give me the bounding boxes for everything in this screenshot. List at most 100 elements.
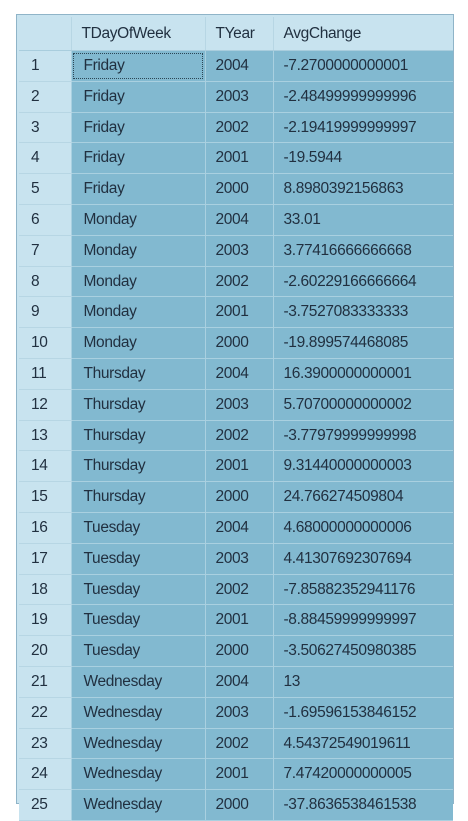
cell-tdayofweek[interactable]: Monday: [70, 296, 205, 329]
cell-tdayofweek[interactable]: Friday: [70, 81, 205, 113]
cell-avgchange[interactable]: -7.85882352941176: [272, 574, 453, 606]
column-header-tyear[interactable]: TYear: [204, 17, 273, 51]
cell-avgchange[interactable]: 7.47420000000005: [272, 758, 453, 791]
cell-tdayofweek[interactable]: Monday: [70, 204, 205, 236]
cell-avgchange[interactable]: -19.899574468085: [272, 327, 453, 359]
cell-tyear[interactable]: 2002: [204, 420, 273, 452]
cell-tdayofweek[interactable]: Wednesday: [70, 697, 205, 729]
cell-tdayofweek[interactable]: Monday: [70, 266, 205, 298]
row-number[interactable]: 21: [19, 666, 71, 698]
cell-tyear[interactable]: 2004: [204, 358, 273, 390]
cell-tyear[interactable]: 2000: [204, 327, 273, 359]
cell-tyear[interactable]: 2004: [204, 666, 273, 698]
cell-tyear[interactable]: 2004: [204, 512, 273, 544]
row-number[interactable]: 23: [19, 728, 71, 760]
cell-tdayofweek[interactable]: Tuesday: [70, 574, 205, 606]
cell-tyear[interactable]: 2002: [204, 112, 273, 144]
row-number[interactable]: 15: [19, 481, 71, 513]
cell-tyear[interactable]: 2003: [204, 81, 273, 113]
cell-avgchange[interactable]: -7.2700000000001: [272, 50, 453, 82]
row-number[interactable]: 12: [19, 389, 71, 421]
cell-tdayofweek[interactable]: Wednesday: [70, 666, 205, 698]
cell-tdayofweek[interactable]: Thursday: [70, 481, 205, 513]
row-number[interactable]: 7: [19, 235, 71, 267]
cell-avgchange[interactable]: 4.41307692307694: [272, 543, 453, 575]
cell-avgchange[interactable]: 8.8980392156863: [272, 173, 453, 205]
cell-tyear[interactable]: 2003: [204, 235, 273, 267]
cell-avgchange[interactable]: 3.77416666666668: [272, 235, 453, 267]
column-header-avgchange[interactable]: AvgChange: [272, 17, 453, 51]
cell-tdayofweek[interactable]: Thursday: [70, 420, 205, 452]
row-number[interactable]: 17: [19, 543, 71, 575]
cell-tdayofweek[interactable]: Tuesday: [70, 604, 205, 637]
cell-tdayofweek[interactable]: Thursday: [70, 358, 205, 390]
cell-tdayofweek[interactable]: Wednesday: [70, 758, 205, 791]
cell-avgchange[interactable]: 4.54372549019611: [272, 728, 453, 760]
cell-avgchange[interactable]: -37.8636538461538: [272, 789, 453, 821]
cell-avgchange[interactable]: 24.766274509804: [272, 481, 453, 513]
row-number[interactable]: 5: [19, 173, 71, 205]
cell-avgchange[interactable]: -2.60229166666664: [272, 266, 453, 298]
cell-tyear[interactable]: 2001: [204, 296, 273, 329]
cell-tdayofweek[interactable]: Friday: [70, 112, 205, 144]
cell-tyear[interactable]: 2000: [204, 481, 273, 513]
cell-tdayofweek[interactable]: Monday: [70, 327, 205, 359]
row-number[interactable]: 4: [19, 142, 71, 175]
cell-avgchange[interactable]: -2.19419999999997: [272, 112, 453, 144]
cell-tyear[interactable]: 2001: [204, 450, 273, 483]
cell-tdayofweek[interactable]: Tuesday: [70, 543, 205, 575]
cell-tyear[interactable]: 2000: [204, 635, 273, 667]
cell-tyear[interactable]: 2001: [204, 758, 273, 791]
row-number[interactable]: 20: [19, 635, 71, 667]
row-number[interactable]: 18: [19, 574, 71, 606]
row-number[interactable]: 16: [19, 512, 71, 544]
cell-avgchange[interactable]: 5.70700000000002: [272, 389, 453, 421]
cell-tdayofweek[interactable]: Thursday: [70, 389, 205, 421]
cell-tdayofweek[interactable]: Friday: [70, 173, 205, 205]
cell-tyear[interactable]: 2002: [204, 574, 273, 606]
cell-avgchange[interactable]: -19.5944: [272, 142, 453, 175]
cell-avgchange[interactable]: -3.77979999999998: [272, 420, 453, 452]
cell-tdayofweek[interactable]: Wednesday: [70, 728, 205, 760]
cell-tyear[interactable]: 2000: [204, 173, 273, 205]
row-number[interactable]: 19: [19, 604, 71, 637]
cell-tdayofweek[interactable]: Tuesday: [70, 512, 205, 544]
cell-tdayofweek[interactable]: Monday: [70, 235, 205, 267]
cell-avgchange[interactable]: 16.3900000000001: [272, 358, 453, 390]
cell-avgchange[interactable]: 4.68000000000006: [272, 512, 453, 544]
cell-tyear[interactable]: 2001: [204, 604, 273, 637]
cell-tyear[interactable]: 2002: [204, 728, 273, 760]
cell-tyear[interactable]: 2004: [204, 204, 273, 236]
row-number[interactable]: 10: [19, 327, 71, 359]
cell-avgchange[interactable]: -3.7527083333333: [272, 296, 453, 329]
cell-tyear[interactable]: 2002: [204, 266, 273, 298]
cell-tyear[interactable]: 2003: [204, 389, 273, 421]
cell-tdayofweek[interactable]: Tuesday: [70, 635, 205, 667]
cell-tdayofweek[interactable]: Wednesday: [70, 789, 205, 821]
column-header-tdayofweek[interactable]: TDayOfWeek: [70, 17, 205, 51]
cell-tyear[interactable]: 2001: [204, 142, 273, 175]
row-number[interactable]: 11: [19, 358, 71, 390]
row-number[interactable]: 8: [19, 266, 71, 298]
cell-tdayofweek[interactable]: Friday: [70, 50, 205, 82]
cell-tdayofweek[interactable]: Friday: [70, 142, 205, 175]
cell-tyear[interactable]: 2003: [204, 543, 273, 575]
row-number[interactable]: 25: [19, 789, 71, 821]
cell-tyear[interactable]: 2000: [204, 789, 273, 821]
cell-tdayofweek[interactable]: Thursday: [70, 450, 205, 483]
cell-avgchange[interactable]: -8.88459999999997: [272, 604, 453, 637]
cell-avgchange[interactable]: -3.50627450980385: [272, 635, 453, 667]
cell-avgchange[interactable]: 13: [272, 666, 453, 698]
row-number[interactable]: 2: [19, 81, 71, 113]
row-number[interactable]: 6: [19, 204, 71, 236]
row-number[interactable]: 9: [19, 296, 71, 329]
cell-avgchange[interactable]: -2.48499999999996: [272, 81, 453, 113]
grid-corner-cell[interactable]: [19, 17, 71, 51]
cell-tyear[interactable]: 2004: [204, 50, 273, 82]
row-number[interactable]: 24: [19, 758, 71, 791]
row-number[interactable]: 1: [19, 50, 71, 82]
row-number[interactable]: 3: [19, 112, 71, 144]
row-number[interactable]: 13: [19, 420, 71, 452]
cell-avgchange[interactable]: -1.69596153846152: [272, 697, 453, 729]
row-number[interactable]: 22: [19, 697, 71, 729]
